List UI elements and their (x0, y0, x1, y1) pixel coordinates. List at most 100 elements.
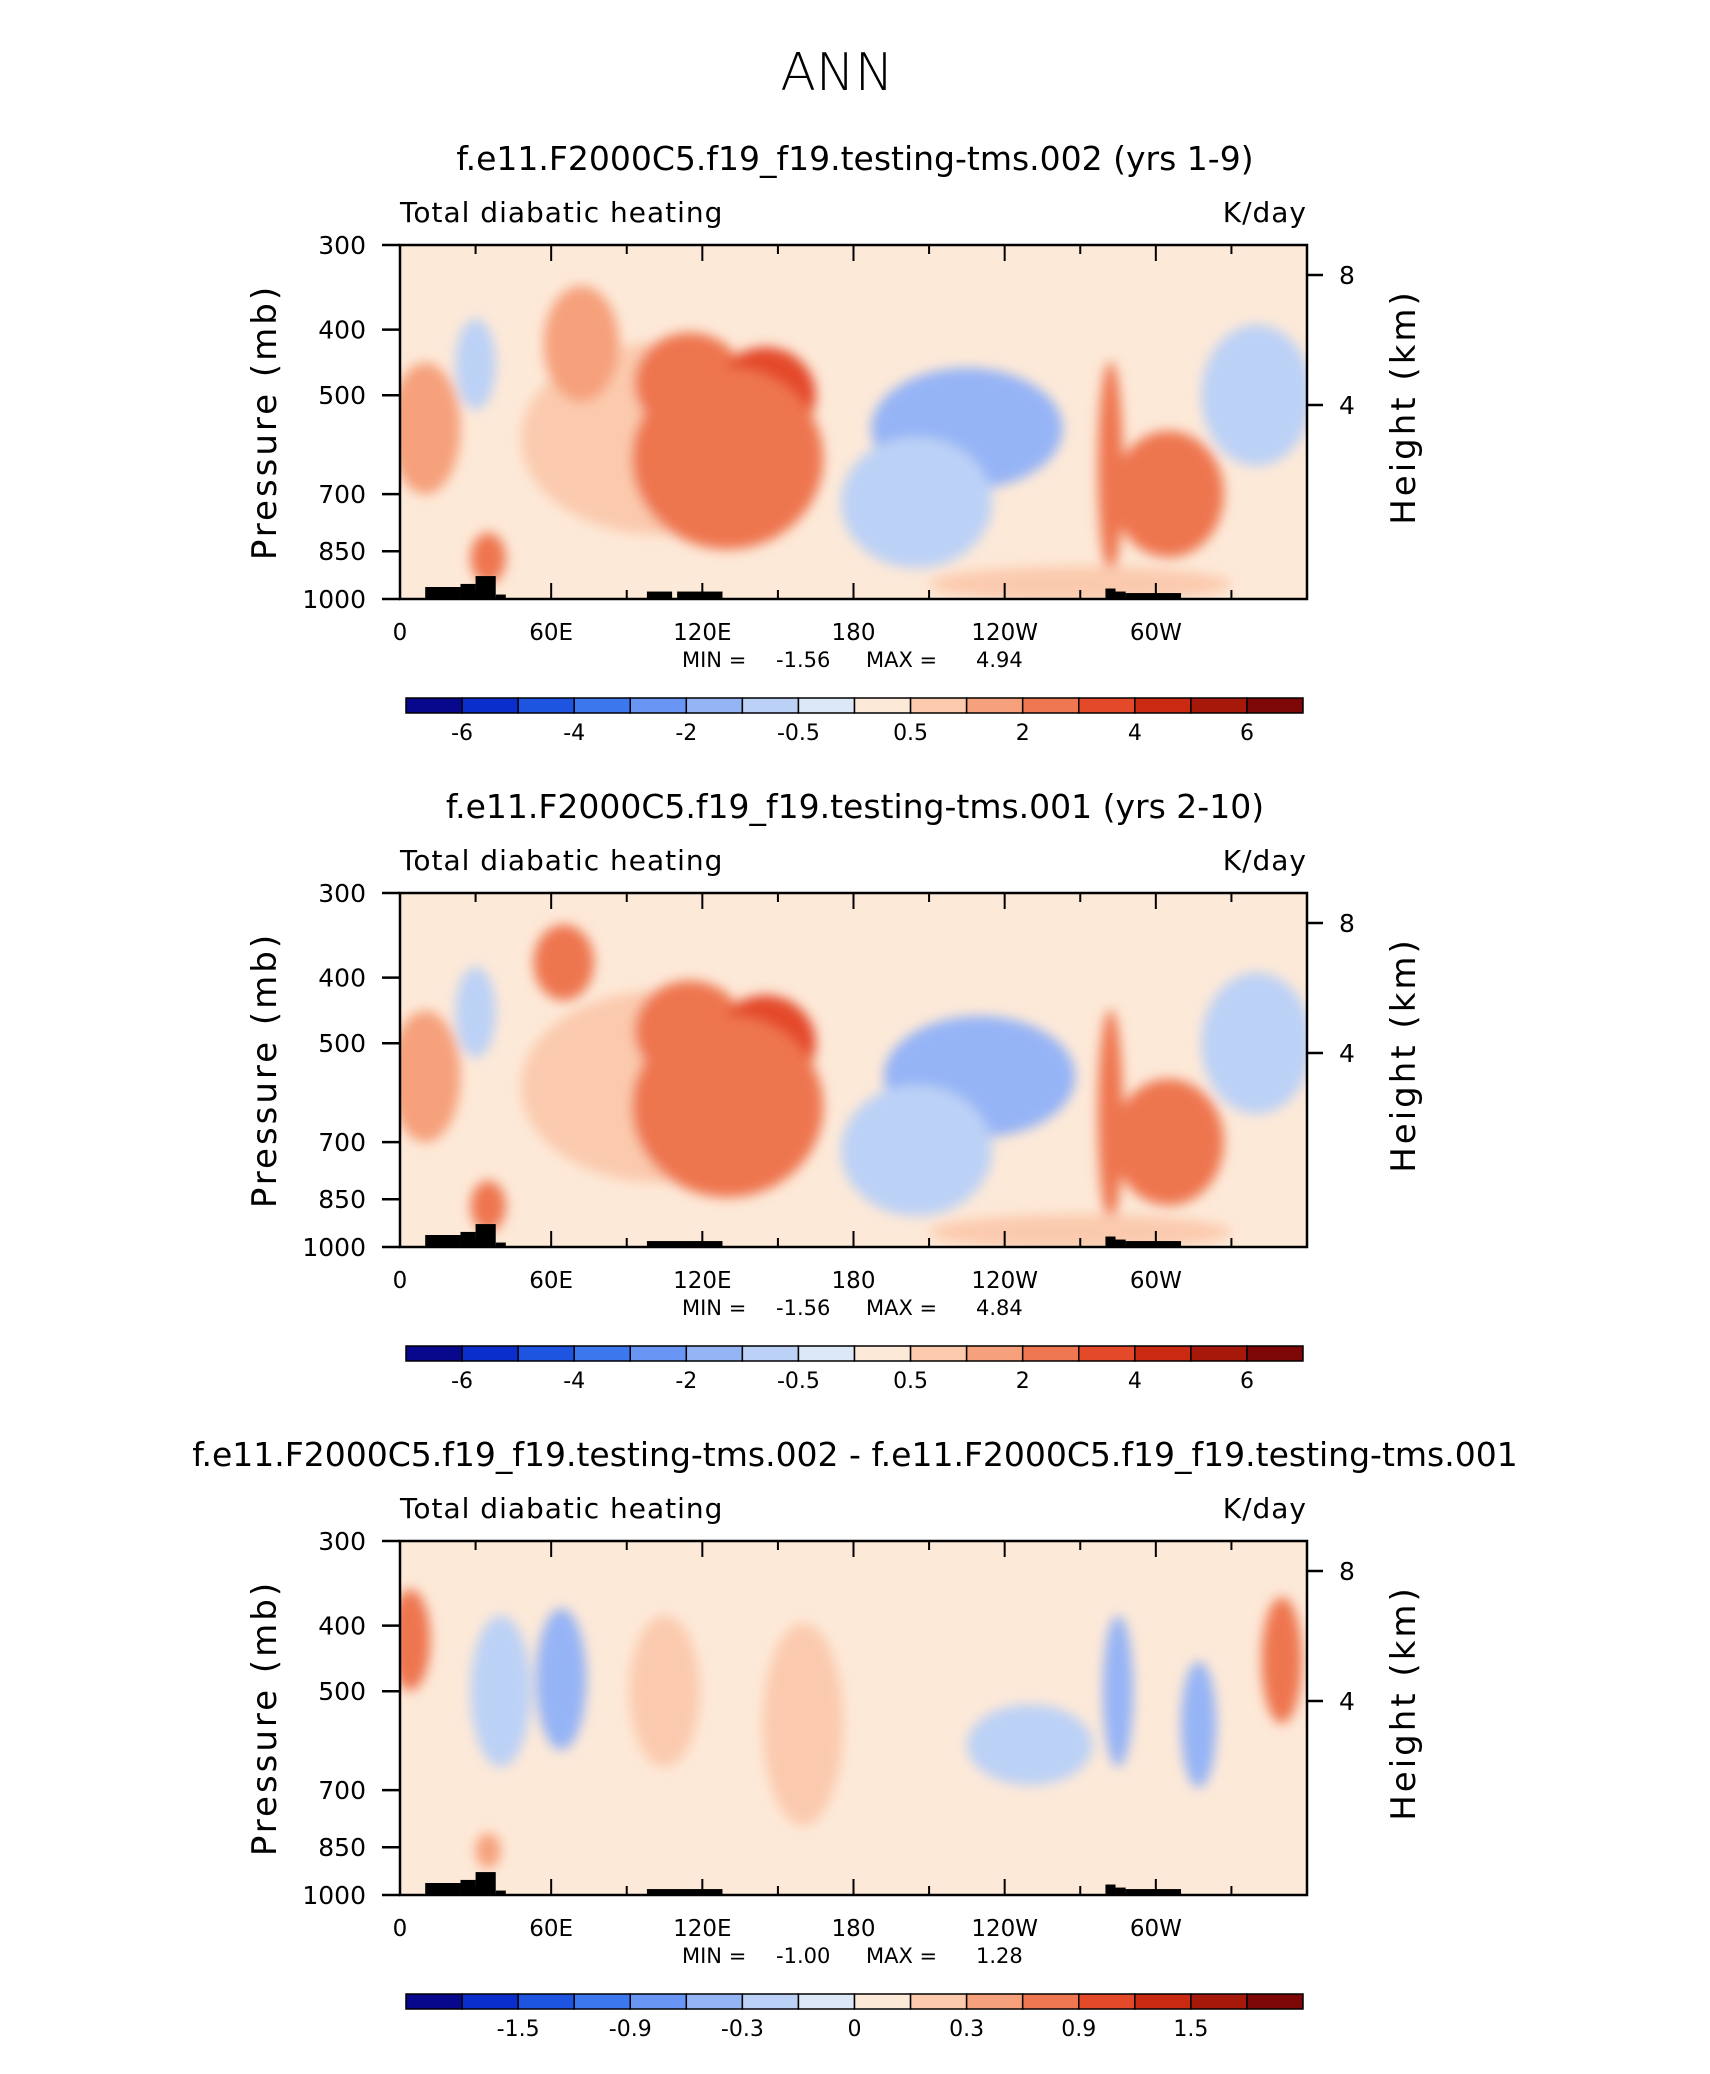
topography-block (677, 591, 723, 599)
colorbar-box (797, 1345, 856, 1362)
topography-block (1125, 1241, 1182, 1247)
max-label: MAX = (866, 648, 937, 672)
min-label: MIN = (682, 1944, 746, 1968)
topography-block (646, 591, 673, 599)
pressure-tick-label: 500 (318, 381, 366, 410)
colorbar-label: 2 (1016, 721, 1030, 746)
colorbar-label: -1.5 (497, 2017, 540, 2042)
lon-tick-label: 60W (1130, 620, 1182, 646)
colorbar-box (629, 1993, 688, 2010)
pressure-tick-label: 700 (318, 1776, 366, 1805)
colorbar-box (965, 697, 1024, 714)
lon-tick-label: 120E (673, 1916, 731, 1942)
lon-tick-label: 120E (673, 620, 731, 646)
colorbar-box (405, 1345, 463, 1362)
contour-feature (1201, 324, 1307, 466)
topography-block (646, 1889, 723, 1895)
lon-tick-label: 120E (673, 1268, 731, 1294)
topography (425, 1224, 1182, 1247)
lon-tick-label: 180 (832, 1268, 876, 1294)
colorbar-box (461, 1993, 519, 2010)
colorbar-box (1078, 697, 1136, 714)
pressure-tick-label: 1000 (302, 1233, 366, 1262)
colorbar-label: 0.3 (949, 2017, 984, 2042)
min-value: -1.00 (776, 1944, 830, 1968)
colorbar-label: 0 (848, 2017, 862, 2042)
colorbar-box (1246, 1993, 1304, 2010)
colorbar-box (685, 1993, 744, 2010)
contour-feature (1097, 361, 1124, 574)
panel-title: f.e11.F2000C5.f19_f19.testing-tms.002 - … (192, 1435, 1517, 1474)
topography-block (1105, 1236, 1116, 1247)
colorbar-box (1190, 697, 1248, 714)
height-tick-label: 8 (1339, 909, 1355, 938)
colorbar-label: -0.3 (721, 2017, 764, 2042)
contour-feature (470, 1180, 506, 1232)
min-value: -1.56 (776, 648, 830, 672)
colorbar-box (1078, 1345, 1136, 1362)
topography-block (425, 1234, 461, 1247)
colorbar-box (741, 1993, 800, 2010)
lon-tick-label: 180 (832, 620, 876, 646)
pressure-tick-label: 850 (318, 537, 366, 566)
contour-feature (400, 362, 461, 495)
colorbar-box (797, 697, 856, 714)
pressure-tick-label: 300 (318, 879, 366, 908)
variable-label: Total diabatic heating (399, 196, 723, 229)
pressure-tick-label: 500 (318, 1677, 366, 1706)
contour-feature (1102, 1615, 1134, 1768)
colorbar-box (1078, 1993, 1136, 2010)
contour-feature (840, 1084, 993, 1217)
topography-block (495, 1242, 506, 1247)
colorbar-box (741, 697, 800, 714)
max-value: 4.94 (976, 648, 1023, 672)
contour-field (400, 1541, 1307, 1895)
panel-2: f.e11.F2000C5.f19_f19.testing-tms.001 (y… (245, 787, 1424, 1394)
colorbar-label: 6 (1240, 1369, 1254, 1394)
topography-block (460, 583, 476, 599)
variable-label: Total diabatic heating (399, 1492, 723, 1525)
colorbar-box (629, 697, 688, 714)
colorbar-box (1246, 1345, 1304, 1362)
colorbar-box (685, 1345, 744, 1362)
pressure-tick-label: 700 (318, 1128, 366, 1157)
topography-block (1115, 1239, 1126, 1247)
colorbar-box (573, 697, 631, 714)
pressure-tick-label: 400 (318, 316, 366, 345)
topography (425, 1872, 1182, 1895)
colorbar-label: -4 (563, 1369, 585, 1394)
topography-block (475, 1872, 496, 1895)
units-label: K/day (1223, 1492, 1307, 1525)
panel-title: f.e11.F2000C5.f19_f19.testing-tms.002 (y… (456, 139, 1253, 178)
colorbar-label: 2 (1016, 1369, 1030, 1394)
colorbar-box (1190, 1345, 1248, 1362)
colorbar-box (517, 697, 575, 714)
lon-tick-label: 60W (1130, 1268, 1182, 1294)
colorbar-label: 6 (1240, 721, 1254, 746)
colorbar-label: 0.9 (1061, 2017, 1096, 2042)
topography-block (425, 1882, 461, 1895)
contour-feature (400, 1010, 461, 1143)
contour-feature (1181, 1661, 1217, 1788)
colorbar-box (853, 1993, 912, 2010)
topography-block (1105, 588, 1116, 599)
colorbar-label: 4 (1128, 1369, 1142, 1394)
topography-block (460, 1879, 476, 1895)
panel-1: f.e11.F2000C5.f19_f19.testing-tms.002 (y… (245, 139, 1424, 746)
colorbar-box (1134, 1345, 1192, 1362)
topography-block (1115, 1887, 1126, 1895)
pressure-tick-label: 400 (318, 1612, 366, 1641)
lon-tick-label: 120W (971, 620, 1038, 646)
colorbar-box (965, 1345, 1024, 1362)
pressure-tick-label: 700 (318, 480, 366, 509)
height-tick-label: 4 (1339, 1039, 1355, 1068)
topography-block (1115, 591, 1126, 599)
contour-feature (1097, 1009, 1124, 1222)
colorbar: -1.5 -0.9 -0.3 0 0.3 0.9 1.5 (405, 1993, 1304, 2042)
y-axis-label: Pressure (mb) (245, 1580, 285, 1856)
colorbar-box (797, 1993, 856, 2010)
contour-feature (533, 924, 594, 1001)
contour-feature (966, 1704, 1093, 1786)
pressure-tick-label: 1000 (302, 585, 366, 614)
colorbar-label: -6 (451, 721, 473, 746)
